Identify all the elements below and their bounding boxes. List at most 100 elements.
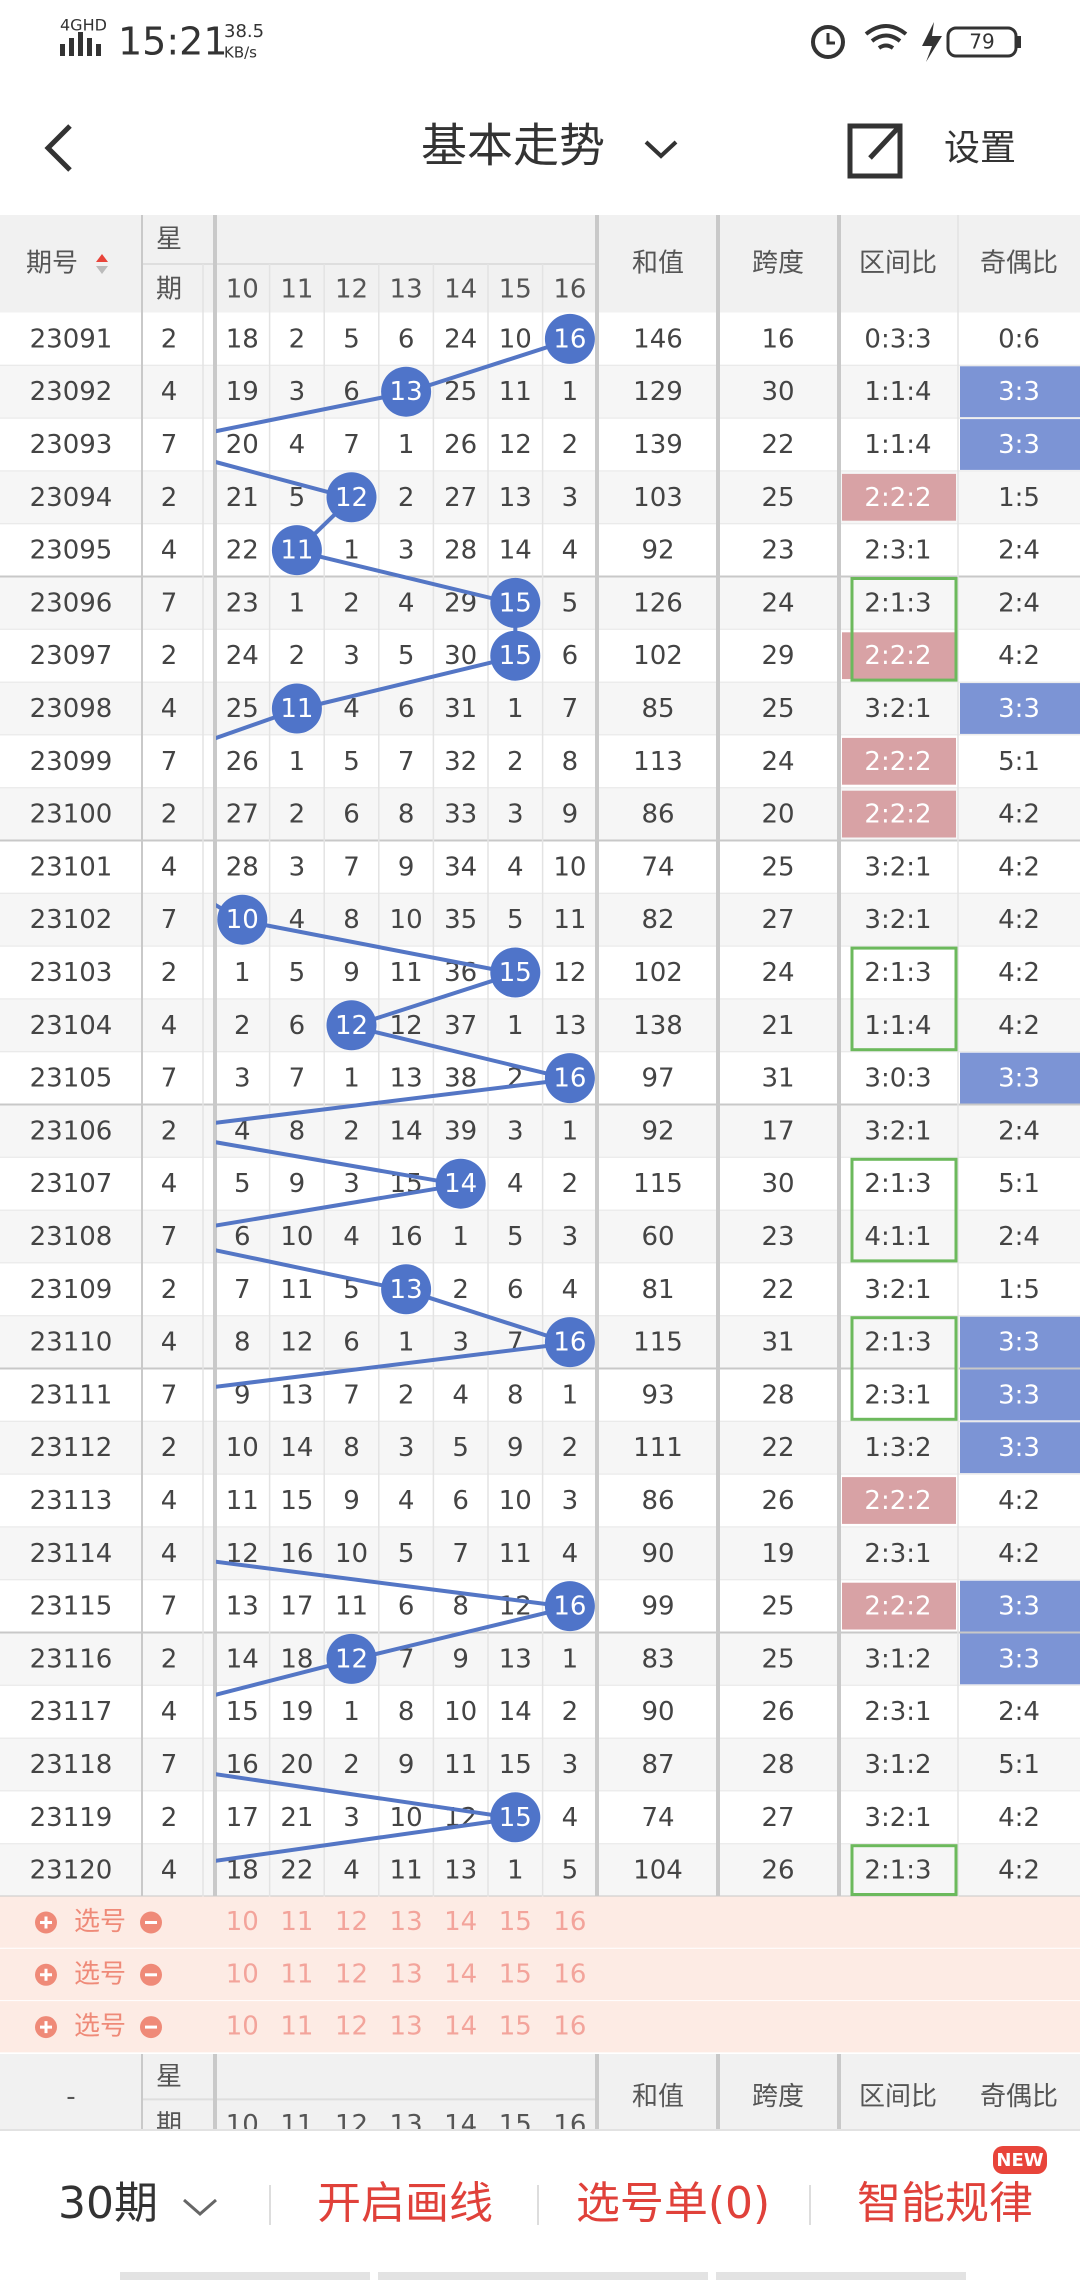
period: 23094	[30, 483, 113, 513]
sum: 86	[641, 800, 674, 830]
selectable-number[interactable]: 11	[280, 1959, 313, 1989]
share-button[interactable]	[847, 123, 903, 179]
footer-header: - 星期 10 11 12 13 14 15 16 和值 跨度 区间比 奇偶比	[0, 2054, 1080, 2140]
back-button[interactable]	[44, 124, 72, 172]
weekday: 4	[161, 1169, 178, 1199]
zone-ratio: 2:2:2	[864, 483, 931, 513]
omission-count: 9	[343, 1486, 360, 1516]
zone-highlight	[842, 737, 956, 785]
period: 23095	[30, 536, 113, 566]
omission-count: 5	[398, 641, 415, 671]
drawn-ball	[381, 366, 432, 417]
selectable-number[interactable]: 11	[280, 2012, 313, 2042]
selection-list-button[interactable]: 选号单(0)	[576, 2178, 770, 2229]
trend-line	[216, 1182, 462, 1228]
draw-lines-button[interactable]: 开启画线	[317, 2178, 493, 2229]
drawn-ball	[544, 1317, 595, 1368]
smart-rules-button[interactable]: 智能规律	[857, 2178, 1033, 2229]
weekday: 7	[161, 1380, 178, 1410]
zone-ratio: 3:1:2	[864, 1644, 931, 1674]
selectable-number[interactable]: 16	[553, 1959, 586, 1989]
period-selector[interactable]: 30期	[58, 2178, 158, 2229]
omission-count: 15	[499, 1750, 532, 1780]
odd-even-highlight	[960, 1369, 1080, 1421]
selectable-number[interactable]: 15	[499, 1959, 532, 1989]
omission-count: 12	[499, 430, 532, 460]
page-title[interactable]: 基本走势	[421, 119, 605, 173]
selectable-number[interactable]: 10	[226, 1907, 259, 1937]
omission-count: 3	[343, 1803, 360, 1833]
selectable-number[interactable]: 10	[226, 1959, 259, 1989]
omission-count: 1	[507, 1011, 524, 1041]
column-header: 期	[156, 2110, 182, 2140]
period: 23113	[30, 1486, 113, 1516]
omission-count: 4	[343, 694, 360, 724]
drawn-ball	[544, 1581, 595, 1632]
select-control[interactable]: 选号	[35, 1959, 162, 1989]
selectable-number[interactable]: 14	[444, 2012, 477, 2042]
add-icon	[40, 1916, 52, 1929]
omission-count: 9	[343, 958, 360, 988]
zone-ratio: 2:2:2	[864, 747, 931, 777]
drawn-ball-number: 12	[335, 1011, 368, 1041]
omission-count: 1	[343, 1064, 360, 1094]
span: 27	[761, 905, 794, 935]
omission-count: 25	[226, 694, 259, 724]
omission-count: 2	[289, 800, 306, 830]
weekday: 7	[161, 905, 178, 935]
selectable-number[interactable]: 13	[390, 1907, 423, 1937]
omission-count: 11	[499, 1539, 532, 1569]
settings-button[interactable]: 设置	[944, 128, 1016, 169]
trend-line	[350, 971, 516, 1029]
trend-line	[216, 1341, 571, 1389]
weekday: 4	[161, 1011, 178, 1041]
weekday: 7	[161, 747, 178, 777]
drawn-ball	[435, 1158, 486, 1209]
select-label: 选号	[74, 2012, 126, 2042]
selectable-number[interactable]: 14	[444, 1959, 477, 1989]
selectable-number[interactable]: 12	[335, 1907, 368, 1937]
zone-ratio: 2:1:3	[864, 1328, 931, 1358]
selectable-number[interactable]: 10	[226, 2012, 259, 2042]
select-control[interactable]: 选号	[35, 2012, 162, 2042]
selectable-number[interactable]: 14	[444, 1907, 477, 1937]
omission-count: 26	[226, 747, 259, 777]
omission-count: 21	[280, 1803, 313, 1833]
drawn-ball-number: 15	[499, 1803, 532, 1833]
omission-count: 6	[398, 694, 415, 724]
drawn-ball-number: 14	[444, 1169, 477, 1199]
selection-row	[0, 1948, 1080, 2002]
omission-count: 8	[398, 800, 415, 830]
omission-count: 9	[507, 1433, 524, 1463]
omission-count: 14	[226, 1644, 259, 1674]
trend-line	[216, 1248, 407, 1293]
span: 28	[761, 1750, 794, 1780]
omission-count: 8	[234, 1328, 251, 1358]
odd-even-ratio: 5:1	[998, 747, 1040, 777]
selectable-number[interactable]: 13	[390, 1959, 423, 1989]
drawn-ball-number: 15	[499, 958, 532, 988]
selectable-number[interactable]: 16	[553, 1907, 586, 1937]
odd-even-ratio: 4:2	[998, 1856, 1040, 1886]
omission-count: 13	[390, 1064, 423, 1094]
sum: 129	[633, 377, 683, 407]
span: 31	[761, 1064, 794, 1094]
selectable-number[interactable]: 15	[499, 2012, 532, 2042]
omission-count: 16	[390, 1222, 423, 1252]
omission-count: 3	[398, 536, 415, 566]
zone-ratio: 2:2:2	[864, 641, 931, 671]
selectable-number[interactable]: 12	[335, 1959, 368, 1989]
omission-count: 11	[390, 958, 423, 988]
selectable-number[interactable]: 11	[280, 1907, 313, 1937]
row-bg	[0, 1632, 1080, 1686]
selectable-number[interactable]: 13	[390, 2012, 423, 2042]
select-control[interactable]: 选号	[35, 1907, 162, 1937]
weekday: 4	[161, 1856, 178, 1886]
selectable-number[interactable]: 12	[335, 2012, 368, 2042]
drawn-ball	[490, 630, 541, 681]
weekday: 4	[161, 1539, 178, 1569]
title-dropdown[interactable]	[644, 140, 678, 159]
omission-count: 23	[226, 588, 259, 618]
selectable-number[interactable]: 15	[499, 1907, 532, 1937]
selectable-number[interactable]: 16	[553, 2012, 586, 2042]
